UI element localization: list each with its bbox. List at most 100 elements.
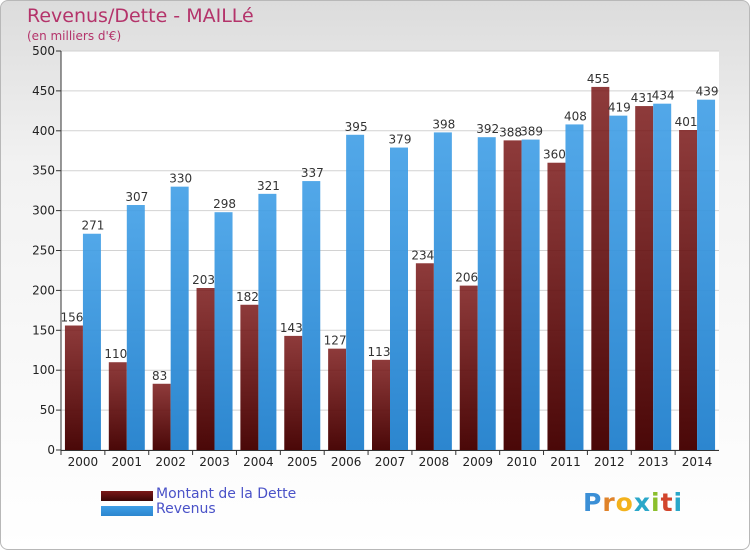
y-tick-label: 50 bbox=[40, 403, 55, 417]
axes: 0 50 100 150 200 250 300 350 400 450 500 2000 2001 20… bbox=[32, 44, 719, 469]
value-label-dette: 455 bbox=[587, 72, 610, 86]
bar-revenus bbox=[477, 137, 496, 450]
value-label-revenus: 330 bbox=[169, 172, 192, 186]
logo-letter: i bbox=[673, 488, 684, 517]
value-label-dette: 83 bbox=[152, 369, 167, 383]
y-tick-label: 500 bbox=[32, 44, 55, 58]
bar-dette bbox=[679, 130, 698, 450]
proxiti-logo: Proxiti bbox=[583, 488, 683, 517]
x-tick-label: 2003 bbox=[199, 455, 230, 469]
y-tick-label: 0 bbox=[47, 443, 55, 457]
x-tick-label: 2007 bbox=[375, 455, 406, 469]
value-label-revenus: 379 bbox=[389, 133, 412, 147]
legend-label-revenus: Revenus bbox=[156, 501, 216, 517]
bar-dette bbox=[415, 263, 434, 450]
bar-revenus bbox=[653, 103, 672, 450]
legend-swatch-dette bbox=[101, 491, 153, 501]
value-label-revenus: 298 bbox=[213, 197, 236, 211]
value-label-dette: 156 bbox=[60, 311, 83, 325]
value-label-revenus: 408 bbox=[564, 109, 587, 123]
bar-revenus bbox=[170, 186, 189, 450]
chart-subtitle: (en milliers d'€) bbox=[27, 29, 122, 43]
x-tick-label: 2012 bbox=[594, 455, 625, 469]
y-tick-label: 250 bbox=[32, 244, 55, 258]
value-label-revenus: 419 bbox=[608, 101, 631, 115]
x-tick-label: 2001 bbox=[112, 455, 143, 469]
y-tick-label: 450 bbox=[32, 84, 55, 98]
legend-label-dette: Montant de la Dette bbox=[156, 486, 297, 502]
logo-letter: o bbox=[615, 488, 634, 517]
logo-letter: i bbox=[651, 488, 661, 517]
x-tick-label: 2013 bbox=[638, 455, 669, 469]
y-tick-label: 200 bbox=[32, 283, 55, 297]
bar-dette bbox=[503, 140, 522, 450]
bar-dette bbox=[284, 335, 303, 450]
x-tick-label: 2002 bbox=[155, 455, 186, 469]
bar-revenus bbox=[609, 115, 628, 450]
logo-letter: P bbox=[583, 488, 603, 517]
value-label-dette: 110 bbox=[104, 347, 127, 361]
bar-revenus bbox=[126, 205, 145, 450]
bar-revenus bbox=[521, 139, 540, 450]
value-label-dette: 401 bbox=[675, 115, 698, 129]
bar-dette bbox=[152, 383, 171, 450]
bar-revenus bbox=[565, 124, 584, 450]
bar-dette bbox=[64, 325, 83, 450]
logo-letter: r bbox=[602, 488, 616, 517]
y-tick-label: 150 bbox=[32, 323, 55, 337]
legend-swatch-revenus bbox=[101, 506, 153, 516]
bar-dette bbox=[591, 86, 610, 450]
x-tick-label: 2009 bbox=[462, 455, 493, 469]
value-label-dette: 234 bbox=[411, 248, 434, 262]
bar-revenus bbox=[82, 233, 101, 450]
x-tick-label: 2010 bbox=[506, 455, 537, 469]
value-label-dette: 360 bbox=[543, 148, 566, 162]
bar-dette bbox=[108, 362, 127, 450]
value-label-revenus: 395 bbox=[345, 120, 368, 134]
value-label-dette: 182 bbox=[236, 290, 259, 304]
bar-revenus bbox=[697, 99, 716, 450]
bar-revenus bbox=[258, 193, 277, 451]
x-tick-label: 2006 bbox=[331, 455, 362, 469]
bar-dette bbox=[328, 348, 347, 450]
value-label-revenus: 337 bbox=[301, 166, 324, 180]
chart-title: Revenus/Dette - MAILLé bbox=[27, 5, 254, 27]
value-label-revenus: 321 bbox=[257, 179, 280, 193]
value-label-revenus: 271 bbox=[81, 219, 104, 233]
y-tick-label: 400 bbox=[32, 124, 55, 138]
value-label-dette: 203 bbox=[192, 273, 215, 287]
value-label-revenus: 307 bbox=[125, 190, 148, 204]
bar-revenus bbox=[390, 147, 408, 451]
bar-revenus bbox=[346, 134, 365, 451]
x-tick-label: 2014 bbox=[682, 455, 713, 469]
value-label-revenus: 398 bbox=[432, 117, 455, 131]
bar-dette bbox=[459, 285, 478, 450]
y-tick-label: 350 bbox=[32, 164, 55, 178]
y-tick-label: 300 bbox=[32, 204, 55, 218]
y-tick-label: 100 bbox=[32, 363, 55, 377]
bar-dette bbox=[240, 304, 259, 450]
value-label-dette: 127 bbox=[324, 334, 347, 348]
bar-dette bbox=[196, 288, 215, 450]
x-tick-label: 2011 bbox=[550, 455, 581, 469]
value-label-dette: 206 bbox=[455, 271, 478, 285]
value-label-dette: 431 bbox=[631, 91, 654, 105]
x-tick-label: 2008 bbox=[419, 455, 450, 469]
value-label-revenus: 392 bbox=[476, 122, 499, 136]
x-tick-label: 2004 bbox=[243, 455, 274, 469]
bar-revenus bbox=[302, 181, 321, 450]
value-label-dette: 143 bbox=[280, 321, 303, 335]
bar-dette bbox=[635, 106, 654, 450]
x-tick-label: 2005 bbox=[287, 455, 318, 469]
value-label-revenus: 434 bbox=[652, 89, 675, 103]
logo-letter: x bbox=[633, 488, 651, 517]
bar-revenus bbox=[214, 212, 233, 450]
bars bbox=[64, 86, 716, 451]
value-labels: 156 271 110 307 83 330 203 298 182 321 143 337 127 39… bbox=[60, 72, 718, 383]
value-label-revenus: 389 bbox=[520, 125, 543, 139]
logo-letter: t bbox=[660, 488, 674, 517]
value-label-dette: 388 bbox=[499, 125, 522, 139]
bar-dette bbox=[547, 162, 566, 450]
